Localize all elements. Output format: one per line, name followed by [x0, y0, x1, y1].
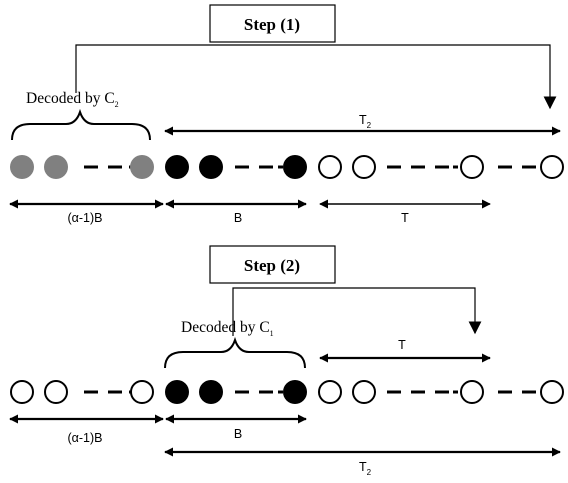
- step1-symbol-gray: [130, 155, 154, 179]
- step1-t-label: T: [401, 211, 409, 225]
- step1-symbol-gray: [10, 155, 34, 179]
- step2-symbols: [10, 380, 564, 404]
- step2-symbol-black: [165, 380, 189, 404]
- step2-pointer-line: [232, 287, 482, 336]
- step1-t2-label: T2: [359, 113, 372, 130]
- step2-symbol-black: [283, 380, 307, 404]
- step1-decoded-label: Decoded by C2: [26, 90, 119, 109]
- step1-symbols: [10, 155, 564, 179]
- step2-decoded-label: Decoded by C1: [181, 319, 274, 338]
- step2-symbol-black: [199, 380, 223, 404]
- step2-brace: [164, 336, 306, 369]
- step2-t-label: T: [398, 338, 406, 352]
- step1-symbol-hollow: [318, 155, 342, 179]
- step2-label-box: [209, 245, 336, 284]
- step1-symbol-gray: [44, 155, 68, 179]
- step2-b-label: B: [234, 427, 242, 441]
- step2-symbol-hollow: [44, 380, 68, 404]
- step2-symbol-hollow: [130, 380, 154, 404]
- step1-symbol-hollow: [352, 155, 376, 179]
- step2-symbol-hollow: [460, 380, 484, 404]
- step1-panel: Step (1) Decoded by C2 T2: [9, 4, 564, 225]
- step2-t2-label: T2: [359, 460, 372, 477]
- step1-pointer-line: [75, 44, 557, 110]
- step1-symbol-black: [199, 155, 223, 179]
- step2-symbol-hollow: [352, 380, 376, 404]
- step1-label: Step (1): [244, 15, 300, 34]
- step1-symbol-black: [283, 155, 307, 179]
- step1-symbol-black: [165, 155, 189, 179]
- step1-alpha-b-label: (α-1)B: [67, 211, 102, 225]
- step1-label-box: [209, 4, 336, 43]
- step2-label: Step (2): [244, 256, 300, 275]
- step2-alpha-b-label: (α-1)B: [67, 431, 102, 445]
- step1-brace: [11, 108, 151, 141]
- step1-b-label: B: [234, 211, 242, 225]
- step2-symbol-hollow: [10, 380, 34, 404]
- step1-symbol-hollow: [540, 155, 564, 179]
- step2-symbol-hollow: [318, 380, 342, 404]
- step2-symbol-hollow: [540, 380, 564, 404]
- step1-symbol-hollow: [460, 155, 484, 179]
- step2-panel: Step (2) Decoded by C1 T (α-1)B B: [9, 245, 564, 477]
